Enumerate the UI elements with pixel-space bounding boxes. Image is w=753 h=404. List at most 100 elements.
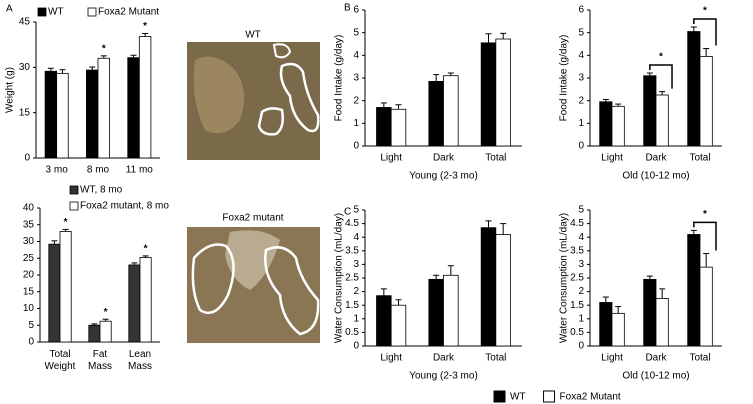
bar [86,69,99,159]
fat-outline [191,243,235,315]
bar [44,70,58,159]
bar [611,105,625,147]
y-tick-label: 25 [23,253,35,264]
bar [443,274,459,347]
error-bar [447,72,454,76]
fat-outline [257,107,284,136]
y-tick-label: 1.5 [570,300,584,311]
photo-label: WT [245,30,261,41]
y-tick-label: 5 [578,27,584,38]
y-axis-label: Water Consumption (mL/day) [334,213,345,343]
legend-swatch [493,390,506,403]
bar [643,75,657,147]
bar [599,302,613,347]
x-tick-label: 3 mo [46,165,69,176]
x-tick-label: Dark [645,353,667,364]
x-tick-label: 8 mo [87,165,110,176]
bar [88,324,101,343]
legend-label: Foxa2 Mutant [98,7,159,18]
y-axis-label: Food Intake (g/day) [334,35,345,122]
fat-outline [279,62,320,133]
bar [687,31,701,147]
error-bar [380,102,387,108]
x-tick-label: Light [380,353,402,364]
y-tick-label: 3.5 [570,245,584,256]
error-bar [89,66,96,71]
y-tick-label: 15 [23,286,35,297]
error-bar [395,299,402,306]
y-tick-label: 0.5 [345,327,359,338]
error-bar [646,275,653,280]
bar [643,278,657,347]
legend-swatch [87,7,97,17]
y-tick-label: 4.5 [345,218,359,229]
x-axis-label: Old (10-12 mo) [622,371,689,382]
significance-marker: * [102,43,106,54]
legend-label: Foxa2 Mutant [560,392,621,403]
x-tick-label: Light [601,353,623,364]
error-bar [690,229,697,235]
y-tick-label: 5 [28,320,34,331]
photo-wt: WT [187,30,320,160]
x-tick-label: Fat Mass [88,349,112,372]
y-tick-label: 0 [353,141,359,152]
bar [655,297,669,347]
photo-tissue [193,56,244,134]
fat-outline [264,246,320,336]
panel-label: A [6,4,13,15]
y-axis-label: Food Intake (g/day) [559,35,570,122]
y-tick-label: 10 [23,303,35,314]
y-tick-label: 0.5 [570,327,584,338]
error-bar [602,296,609,303]
error-bar [51,240,58,245]
error-bar [615,103,622,107]
x-axis-label: Old (10-12 mo) [622,171,689,182]
bar [138,36,152,159]
bar [495,234,511,347]
y-tick-label: 4 [353,50,359,61]
error-bar [142,255,149,258]
error-bar [602,99,609,102]
error-bar [659,288,666,299]
y-tick-label: 2.5 [570,273,584,284]
significance-bracket [693,221,717,251]
x-tick-label: Dark [645,153,667,164]
error-bar [485,33,492,43]
panel-label: B [344,3,351,14]
y-tick-label: 5 [353,205,359,216]
error-bar [615,306,622,314]
y-tick-label: 5 [353,27,359,38]
significance-marker: * [143,21,147,32]
error-bar [500,223,507,235]
legend-swatch [37,7,47,17]
x-tick-label: Total Weight [45,349,76,372]
x-tick-label: Total [689,153,710,164]
significance-bracket [693,18,717,46]
x-tick-label: Total [689,353,710,364]
bar [480,227,497,347]
significance-marker: * [64,217,68,228]
y-tick-label: 2.5 [345,273,359,284]
bar [428,278,444,347]
error-bar [130,54,137,58]
x-tick-label: Lean Mass [128,349,152,372]
legend-swatch [69,201,79,211]
error-bar [703,253,710,268]
significance-bracket [649,64,673,89]
bar [699,56,713,147]
legend-label: WT [48,7,64,18]
y-tick-label: 30 [19,62,31,73]
bar [59,231,72,343]
legend-label: Foxa2 mutant, 8 mo [80,201,169,212]
error-bar [142,32,149,37]
photo-tissue [225,230,280,290]
bar [443,75,459,147]
y-tick-label: 2 [578,95,584,106]
error-bar [703,48,710,57]
bar [48,243,61,343]
error-bar [500,32,507,40]
error-bar [380,288,387,296]
error-bar [131,262,138,265]
error-bar [433,74,440,82]
